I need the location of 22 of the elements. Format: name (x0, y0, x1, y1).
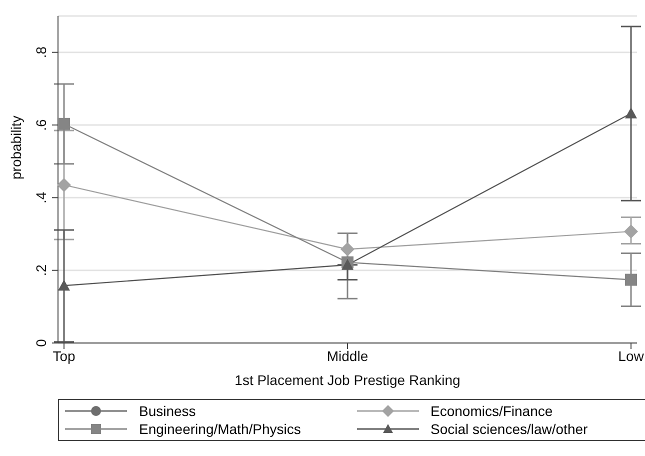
y-tick-label: .4 (33, 192, 49, 204)
x-tick-label: Low (618, 348, 645, 364)
point (58, 280, 70, 291)
point (340, 242, 354, 256)
point (625, 274, 637, 286)
legend-label: Economics/Finance (430, 403, 553, 419)
point (57, 178, 71, 192)
legend-label: Social sciences/law/other (430, 421, 588, 437)
legend-label: Business (139, 403, 196, 419)
y-tick-label: .2 (33, 264, 49, 276)
y-tick-label: 0 (33, 338, 49, 347)
point (58, 118, 70, 130)
point (342, 258, 354, 270)
x-axis-title: 1st Placement Job Prestige Ranking (234, 372, 460, 388)
point (624, 224, 638, 238)
y-tick-label: .8 (33, 46, 49, 58)
y-axis-title: probability (8, 116, 24, 180)
x-tick-label: Middle (326, 348, 368, 364)
point (625, 107, 637, 118)
y-tick-label: .6 (33, 118, 49, 131)
x-tick-label: Top (52, 348, 76, 364)
legend-label: Engineering/Math/Physics (139, 421, 301, 437)
